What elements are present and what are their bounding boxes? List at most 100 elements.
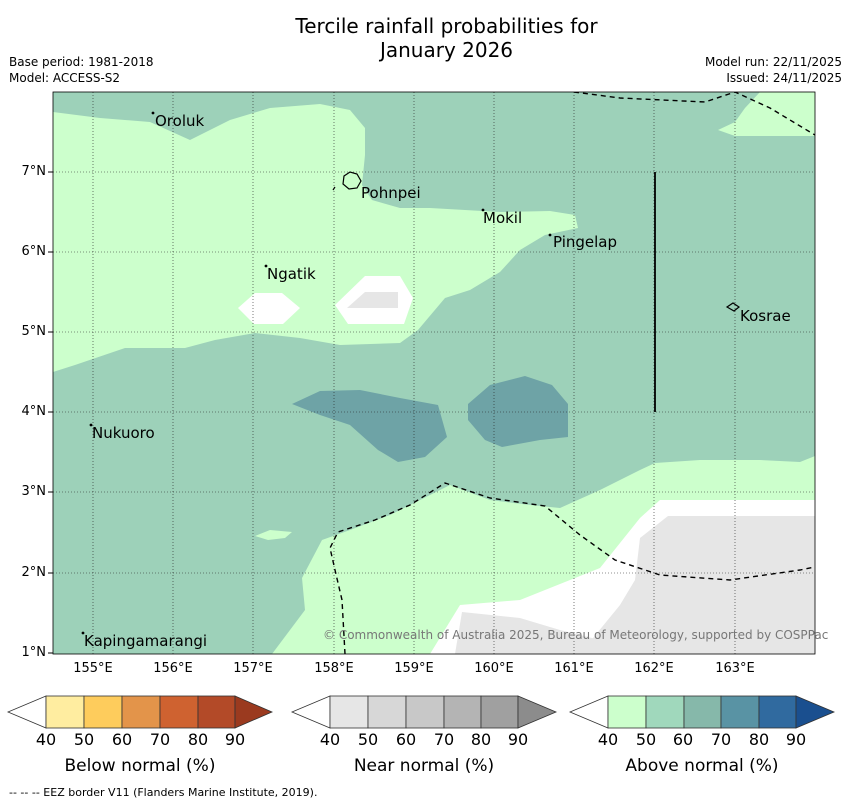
title-line-1: Tercile rainfall probabilities for [295, 14, 598, 38]
colorbar-near [290, 695, 558, 729]
lon-label-159e: 159°E [394, 661, 434, 676]
above-tick-50: 50 [635, 730, 657, 749]
above-swatch-50 [645, 695, 685, 729]
model-name: Model: ACCESS-S2 [9, 71, 121, 85]
near-normal-40-50-south [580, 516, 815, 654]
below-swatch-90 [234, 695, 274, 729]
eez-footnote: -- -- -- EEZ border V11 (Flanders Marine… [9, 786, 318, 799]
lon-label-156e: 156°E [153, 661, 193, 676]
eez-border-north [573, 92, 815, 136]
near-tick-50: 50 [357, 730, 379, 749]
above-swatch-80 [758, 695, 797, 729]
lat-label-1n: 1°N [21, 645, 47, 660]
above-40-50-islet [255, 530, 292, 540]
kosrae-island-shape [725, 302, 741, 312]
below-swatch-40 [45, 695, 85, 729]
colorbar-below [6, 695, 274, 729]
above-40-50-northeast-region [718, 92, 815, 136]
below-tick-60: 60 [111, 730, 133, 749]
below-tick-50: 50 [73, 730, 95, 749]
place-label-oroluk: Oroluk [155, 112, 205, 130]
above-normal-label: Above normal (%) [625, 756, 779, 776]
lat-label-4n: 4°N [21, 404, 47, 419]
below-swatch-70 [159, 695, 199, 729]
meta-right: Model run: 22/11/2025 Issued: 24/11/2025 [705, 54, 842, 86]
meta-left: Base period: 1981-2018 Model: ACCESS-S2 [9, 54, 154, 86]
lat-label-6n: 6°N [21, 244, 47, 259]
probability-field [53, 92, 815, 654]
lat-label-2n: 2°N [21, 565, 47, 580]
colorbar-above [568, 695, 836, 729]
lat-label-5n: 5°N [21, 324, 47, 339]
place-label-kapingamarangi: Kapingamarangi [84, 632, 208, 650]
base-period: Base period: 1981-2018 [9, 55, 154, 69]
near-tick-80: 80 [470, 730, 492, 749]
near-normal-40-50-center [347, 292, 398, 308]
pingelap-dot [548, 233, 552, 237]
pohnpei-islet-mark [332, 186, 336, 191]
lat-label-3n: 3°N [21, 484, 47, 499]
near-tick-60: 60 [395, 730, 417, 749]
nukuoro-dot [89, 423, 93, 427]
near-tick-90: 90 [507, 730, 529, 749]
above-tick-90: 90 [785, 730, 807, 749]
copyright-credit: © Commonwealth of Australia 2025, Bureau… [323, 628, 829, 642]
place-label-mokil: Mokil [483, 209, 523, 227]
below-normal-label: Below normal (%) [64, 756, 216, 776]
near-swatch-70 [443, 695, 482, 729]
near-tick-40: 40 [319, 730, 341, 749]
above-40-50-north-region [53, 92, 578, 372]
lon-label-155e: 155°E [73, 661, 113, 676]
place-label-pohnpei: Pohnpei [361, 184, 421, 202]
below-swatch-50 [83, 695, 123, 729]
near-tick-70: 70 [433, 730, 455, 749]
near-swatch-40 [329, 695, 369, 729]
kapingamarangi-dot [81, 631, 85, 635]
no-dominant-tercile-west [238, 293, 300, 324]
island-outlines [81, 111, 741, 635]
place-label-kosrae: Kosrae [740, 307, 791, 325]
title-line-2: January 2026 [379, 38, 514, 62]
near-swatch-50 [367, 695, 407, 729]
oroluk-dot [151, 111, 155, 115]
above-swatch-40 [607, 695, 647, 729]
below-swatch-80 [197, 695, 236, 729]
eez-borders [329, 92, 815, 654]
near-normal-40-50-south-band [455, 612, 640, 654]
pohnpei-island-shape [342, 171, 362, 190]
issued-date: Issued: 24/11/2025 [726, 71, 842, 85]
lon-label-158e: 158°E [314, 661, 354, 676]
mokil-dot [481, 208, 485, 212]
below-tick-40: 40 [35, 730, 57, 749]
above-tick-40: 40 [597, 730, 619, 749]
lat-label-7n: 7°N [21, 164, 47, 179]
below-swatch-60 [121, 695, 161, 729]
gridlines [53, 92, 815, 654]
y-axis-ticks [48, 171, 53, 654]
above-tick-60: 60 [672, 730, 694, 749]
eez-border-south-west [329, 482, 815, 654]
lon-label-163e: 163°E [715, 661, 755, 676]
lon-label-162e: 162°E [634, 661, 674, 676]
near-swatch-80 [480, 695, 519, 729]
near-swatch-90 [517, 695, 558, 729]
below-tick-90: 90 [224, 730, 246, 749]
ngatik-dot [264, 264, 268, 268]
above-swatch-90 [795, 695, 836, 729]
above-swatch-70 [720, 695, 760, 729]
below-tick-70: 70 [149, 730, 171, 749]
above-tick-70: 70 [710, 730, 732, 749]
model-run: Model run: 22/11/2025 [704, 55, 842, 69]
near-normal-label: Near normal (%) [353, 756, 495, 776]
lon-label-157e: 157°E [233, 661, 273, 676]
above-swatch-60 [683, 695, 722, 729]
map-title: Tercile rainfall probabilities for Janua… [0, 14, 850, 62]
lon-label-161e: 161°E [554, 661, 594, 676]
place-label-pingelap: Pingelap [553, 233, 618, 251]
lon-label-160e: 160°E [474, 661, 514, 676]
place-label-nukuoro: Nukuoro [92, 424, 155, 442]
above-60-70-west-region [292, 390, 447, 462]
above-60-70-east-region [468, 376, 568, 447]
below-tick-80: 80 [187, 730, 209, 749]
